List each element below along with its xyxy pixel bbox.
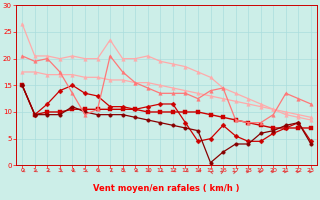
X-axis label: Vent moyen/en rafales ( km/h ): Vent moyen/en rafales ( km/h ) — [93, 184, 240, 193]
